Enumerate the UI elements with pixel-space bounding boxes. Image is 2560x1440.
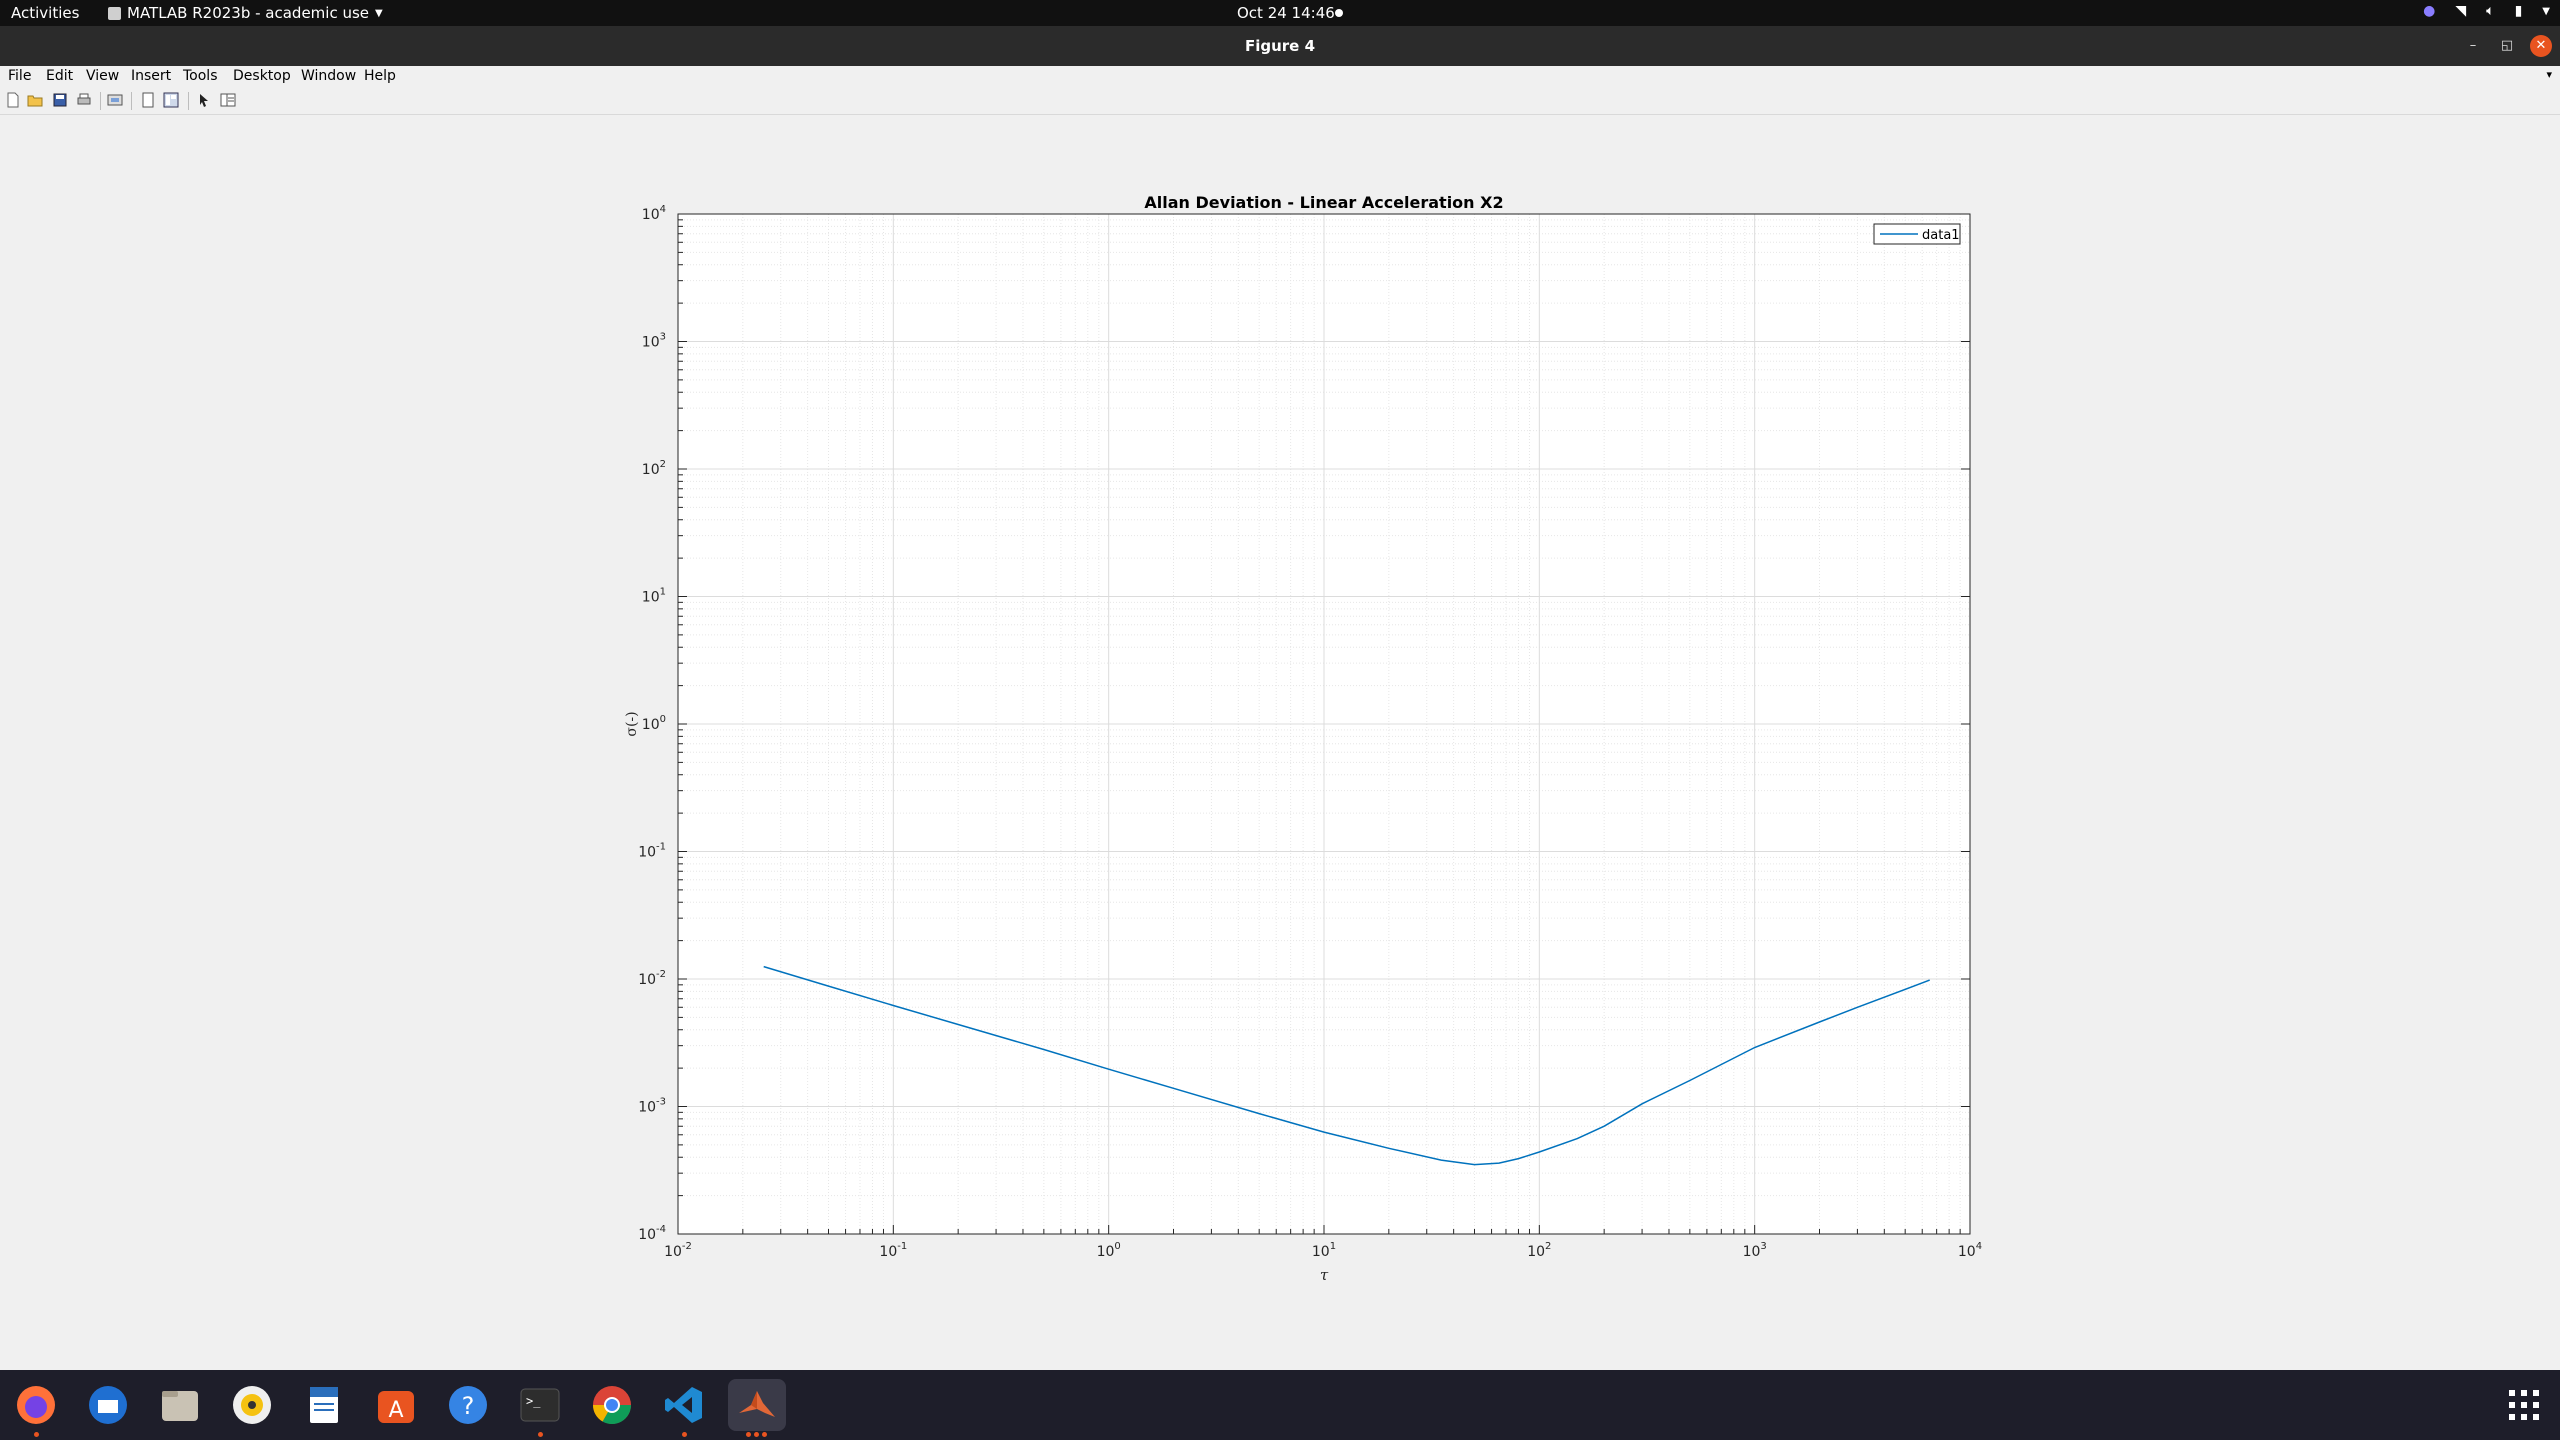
x-tick-label: 10-1 <box>879 1241 907 1260</box>
y-tick-label: 10-2 <box>638 969 666 988</box>
window-title: Figure 4 <box>1244 37 1316 55</box>
allan-deviation-plot[interactable]: 10-2 10-1 100 101 102 103 104 10-4 10-3 10-2 10-1 1… <box>0 116 2560 1370</box>
y-tick-label: 10-3 <box>638 1097 666 1116</box>
svg-text:A: A <box>388 1398 403 1423</box>
x-tick-label: 10-2 <box>664 1241 692 1260</box>
chrome-icon[interactable] <box>586 1379 638 1431</box>
show-plot-tools-icon[interactable] <box>163 92 179 108</box>
new-figure-icon[interactable] <box>5 92 21 108</box>
link-plot-icon[interactable] <box>107 92 123 108</box>
y-tick-label: 10-1 <box>638 842 666 861</box>
y-tick-label: 101 <box>642 587 666 606</box>
close-button[interactable]: ✕ <box>2530 35 2552 57</box>
menu-help[interactable]: Help <box>364 68 396 84</box>
chevron-down-icon: ▼ <box>375 7 383 19</box>
series-line-data1[interactable] <box>763 965 1930 1166</box>
figure-canvas: 10-2 10-1 100 101 102 103 104 10-4 10-3 10-2 10-1 1… <box>0 116 2560 1370</box>
y-tick-label: 103 <box>642 332 666 351</box>
y-tick-label: 102 <box>642 459 666 478</box>
axes-box <box>677 213 1971 1235</box>
menu-window[interactable]: Window <box>301 68 357 84</box>
svg-text:>_: >_ <box>526 1394 541 1408</box>
x-tick-label: 104 <box>1958 1241 1982 1260</box>
menu-file[interactable]: File <box>8 68 32 84</box>
wifi-icon[interactable]: ◥ <box>2455 3 2467 19</box>
help-icon[interactable]: ? <box>442 1379 494 1431</box>
chevron-down-icon[interactable]: ▼ <box>2542 5 2550 17</box>
x-tick-label: 102 <box>1527 1241 1551 1260</box>
open-icon[interactable] <box>27 92 43 108</box>
minimize-button[interactable]: – <box>2469 38 2477 53</box>
y-tick-label: 100 <box>642 714 666 733</box>
show-apps-icon[interactable] <box>2498 1379 2550 1431</box>
rhythmbox-icon[interactable] <box>226 1379 278 1431</box>
app-center-icon[interactable]: A <box>370 1379 422 1431</box>
maximize-button[interactable]: ◱ <box>2500 38 2514 53</box>
x-tick-label: 103 <box>1743 1241 1767 1260</box>
x-tick-label: 101 <box>1312 1241 1336 1260</box>
vscode-icon[interactable] <box>658 1379 710 1437</box>
toolbar-separator <box>131 92 132 110</box>
menu-view[interactable]: View <box>86 68 120 84</box>
top-bar: Activities MATLAB R2023b - academic use … <box>0 0 2560 26</box>
firefox-icon[interactable] <box>10 1379 62 1437</box>
matlab-icon[interactable] <box>728 1379 786 1437</box>
activities-button[interactable]: Activities <box>11 4 80 22</box>
matlab-app-icon <box>108 6 121 20</box>
toolbar-separator <box>188 92 189 110</box>
thunderbird-icon[interactable] <box>82 1379 134 1431</box>
y-tick-label: 10-4 <box>638 1224 666 1243</box>
y-tick-label: 104 <box>642 204 666 223</box>
toolbar-separator <box>100 92 101 110</box>
accessibility-icon[interactable]: ● <box>2423 3 2436 19</box>
y-axis-label: σ(-) <box>624 711 640 736</box>
menu-bar: File Edit View Insert Tools Desktop Wind… <box>0 66 2560 86</box>
edit-plot-icon[interactable] <box>196 92 212 108</box>
terminal-icon[interactable]: >_ <box>514 1379 566 1437</box>
volume-icon[interactable]: 🔈︎ <box>2486 3 2495 19</box>
figure-toolbar <box>0 88 2560 115</box>
save-icon[interactable] <box>52 92 68 108</box>
hide-plot-tools-icon[interactable] <box>140 92 156 108</box>
menu-insert[interactable]: Insert <box>131 68 172 84</box>
chart-title: Allan Deviation - Linear Acceleration X2 <box>1144 193 1503 212</box>
x-tick-label: 100 <box>1097 1241 1121 1260</box>
window-titlebar: Figure 4 – ◱ ✕ <box>0 26 2560 66</box>
app-menu-label: MATLAB R2023b - academic use <box>127 4 370 22</box>
expand-menu-icon[interactable]: ▾ <box>2546 68 2552 81</box>
app-menu[interactable]: MATLAB R2023b - academic use ▼ <box>108 4 383 22</box>
menu-tools[interactable]: Tools <box>183 68 218 84</box>
notification-dot <box>1335 9 1343 17</box>
menu-edit[interactable]: Edit <box>46 68 74 84</box>
legend-label: data1 <box>1922 228 1960 243</box>
print-icon[interactable] <box>76 92 92 108</box>
libreoffice-writer-icon[interactable] <box>298 1379 350 1431</box>
open-property-inspector-icon[interactable] <box>220 92 236 108</box>
files-icon[interactable] <box>154 1379 206 1431</box>
x-axis-label: τ <box>1320 1266 1329 1284</box>
svg-text:?: ? <box>462 1392 475 1420</box>
battery-icon[interactable]: ▮ <box>2514 3 2523 19</box>
menu-desktop[interactable]: Desktop <box>233 68 291 84</box>
system-tray[interactable]: ● ◥ 🔈︎ ▮ ▼ <box>2423 3 2550 19</box>
clock[interactable]: Oct 24 14:46 <box>1237 4 1335 22</box>
dock: A ? >_ <box>0 1370 2560 1440</box>
